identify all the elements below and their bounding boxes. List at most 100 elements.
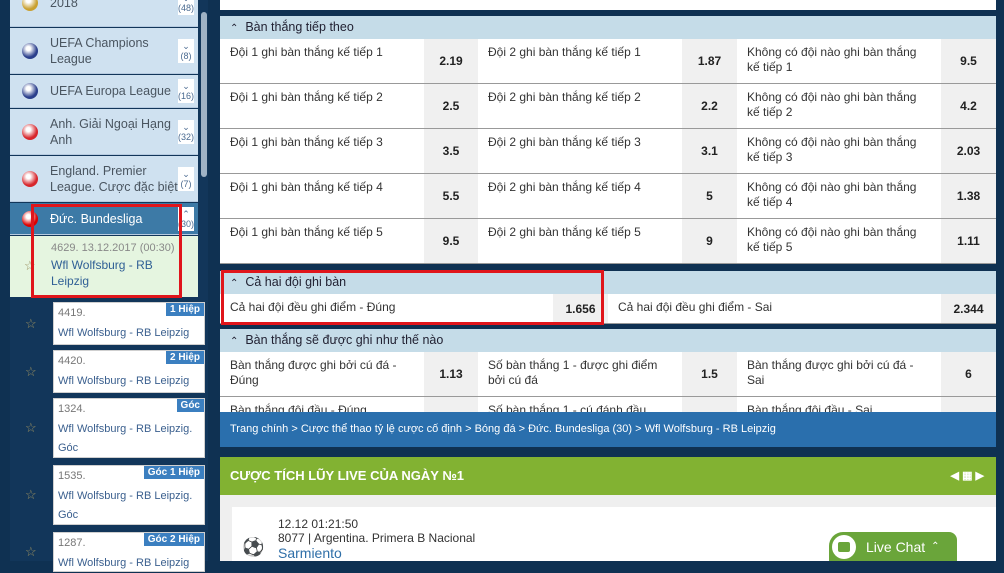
odds-button[interactable]: 1.5: [682, 352, 737, 396]
uefa-flag-icon: [22, 42, 38, 59]
sidebar-event-item[interactable]: Góc 1 Hiệp 1535. Wfl Wolfsburg - RB Leip…: [53, 465, 205, 525]
odds-button[interactable]: 2.19: [424, 39, 478, 83]
outcome-label[interactable]: Không có đội nào ghi bàn thắng kế tiếp 3: [747, 135, 917, 164]
sidebar-league-item[interactable]: Đức. Bundesliga ⌃ (30): [10, 203, 198, 235]
chevron-up-icon: ⌃: [230, 336, 239, 347]
odds-row: Đội 1 ghi bàn thắng kế tiếp 5 9.5 Đội 2 gh…: [220, 219, 996, 264]
sidebar-league-item[interactable]: Anh. Giải Ngoại Hạng Anh ⌄ (32): [10, 109, 198, 155]
odds-button[interactable]: 2.2: [682, 84, 737, 128]
odds-button[interactable]: 9.5: [941, 39, 996, 83]
chevron-down-icon: ⌄: [182, 121, 190, 132]
league-toggle[interactable]: ⌄ (7): [178, 166, 194, 191]
sidebar-event-item[interactable]: 1 Hiệp 4419. Wfl Wolfsburg - RB Leipzig: [53, 302, 205, 345]
outcome-label[interactable]: Đội 1 ghi bàn thắng kế tiếp 4: [230, 180, 383, 194]
league-name: Anh. Giải Ngoại Hạng Anh: [50, 116, 171, 147]
sidebar-event-item[interactable]: 2 Hiệp 4420. Wfl Wolfsburg - RB Leipzig: [53, 350, 205, 393]
odds-button[interactable]: 1.38: [941, 174, 996, 218]
event-league: 8077 | Argentina. Primera B Nacional: [278, 531, 476, 545]
sidebar-league-item[interactable]: UEFA Europa League ⌄ (16): [10, 75, 198, 108]
odds-button[interactable]: 5.5: [424, 174, 478, 218]
odds-button[interactable]: 9: [682, 219, 737, 263]
prev-arrow-icon[interactable]: ◀: [950, 470, 959, 482]
outcome-label[interactable]: Đội 2 ghi bàn thắng kế tiếp 1: [488, 45, 641, 59]
market-section-header[interactable]: ⌃ Bàn thắng tiếp theo: [220, 16, 996, 39]
live-accumulator-header: CƯỢC TÍCH LŨY LIVE CỦA NGÀY №1 ◀ ▦ ▶: [220, 457, 996, 495]
england-flag-icon: [22, 123, 38, 140]
highlight-box: [221, 270, 604, 325]
event-team[interactable]: Sarmiento: [278, 545, 342, 561]
outcome-label[interactable]: Cả hai đội đều ghi điểm - Đúng: [230, 300, 396, 314]
next-arrow-icon[interactable]: ▶: [975, 470, 984, 482]
odds-button[interactable]: 3.5: [424, 129, 478, 173]
odds-button[interactable]: 4.2: [941, 84, 996, 128]
germany-flag-icon: [22, 210, 38, 227]
favorite-star-icon[interactable]: ☆: [24, 258, 36, 273]
odds-button[interactable]: 2.5: [424, 84, 478, 128]
outcome-label[interactable]: Đội 1 ghi bàn thắng kế tiếp 3: [230, 135, 383, 149]
odds-button[interactable]: 2.344: [941, 294, 996, 323]
breadcrumb[interactable]: Trang chính > Cược thể thao tỷ lệ cược c…: [220, 412, 996, 447]
favorite-star-icon[interactable]: ☆: [25, 487, 37, 502]
outcome-label[interactable]: Không có đội nào ghi bàn thắng kế tiếp 4: [747, 180, 917, 209]
market-section-header[interactable]: ⌃ Bàn thắng sẽ được ghi như thế nào: [220, 329, 996, 352]
odds-button[interactable]: 3.1: [682, 129, 737, 173]
odds-button[interactable]: 1.13: [424, 352, 478, 396]
sidebar-league-item[interactable]: UEFA Champions League ⌄ (8): [10, 28, 198, 74]
odds-button[interactable]: 9.5: [424, 219, 478, 263]
event-time: 12.12 01:21:50: [278, 517, 359, 531]
live-chat-button[interactable]: Live Chat ⌃: [829, 532, 957, 561]
odds-button[interactable]: 1.656: [553, 294, 608, 323]
odds-button[interactable]: 1.11: [941, 219, 996, 263]
odds-row: Đội 1 ghi bàn thắng kế tiếp 1 2.19 Đội 2 g…: [220, 39, 996, 84]
live-chat-label: Live Chat: [866, 538, 926, 555]
event-meta: 4629. 13.12.2017 (00:30): [51, 242, 175, 254]
event-title: Wfl Wolfsburg - RB Leipzig. Góc: [58, 490, 193, 521]
odds-button[interactable]: 1.87: [682, 39, 737, 83]
outcome-label[interactable]: Đội 2 ghi bàn thắng kế tiếp 4: [488, 180, 641, 194]
event-tag: Góc: [176, 399, 204, 412]
outcome-label[interactable]: Không có đội nào ghi bàn thắng kế tiếp 1: [747, 45, 917, 74]
outcome-label[interactable]: Số bàn thắng 1 - được ghi điểm bởi cú đá: [488, 358, 658, 387]
calendar-icon[interactable]: ▦: [962, 470, 973, 482]
favorite-star-icon[interactable]: ☆: [25, 544, 37, 559]
odds-button[interactable]: 2.03: [941, 129, 996, 173]
outcome-label[interactable]: Bàn thắng được ghi bởi cú đá - Đúng: [230, 358, 397, 387]
sidebar-league-item[interactable]: 2018 ⌄(48): [10, 0, 198, 27]
partial-row: [220, 0, 996, 10]
event-title: Wfl Wolfsburg - RB Leipzig. Góc: [58, 423, 193, 454]
outcome-label[interactable]: Không có đội nào ghi bàn thắng kế tiếp 2: [747, 90, 917, 119]
outcome-label[interactable]: Không có đội nào ghi bàn thắng kế tiếp 5: [747, 225, 917, 254]
outcome-label[interactable]: Đội 2 ghi bàn thắng kế tiếp 3: [488, 135, 641, 149]
league-toggle[interactable]: ⌄ (32): [178, 119, 194, 144]
odds-row: Đội 1 ghi bàn thắng kế tiếp 3 3.5 Đội 2 gh…: [220, 129, 996, 174]
sidebar-event-item[interactable]: Góc 2 Hiệp 1287. Wfl Wolfsburg - RB Leip…: [53, 532, 205, 572]
outcome-label[interactable]: Đội 2 ghi bàn thắng kế tiếp 2: [488, 90, 641, 104]
league-toggle[interactable]: ⌄ (8): [178, 38, 194, 63]
market-section-header[interactable]: ⌃ Cả hai đội ghi bàn: [220, 271, 996, 294]
sidebar-league-item[interactable]: England. Premier League. Cược đặc biệt ⌄…: [10, 156, 198, 202]
sidebar-event-item[interactable]: Góc 1324. Wfl Wolfsburg - RB Leipzig. Gó…: [53, 398, 205, 458]
favorite-star-icon[interactable]: ☆: [25, 315, 37, 331]
uefa-flag-icon: [22, 83, 38, 99]
league-toggle[interactable]: ⌃ (30): [178, 206, 194, 231]
outcome-label[interactable]: Đội 1 ghi bàn thắng kế tiếp 1: [230, 45, 383, 59]
outcome-label[interactable]: Đội 1 ghi bàn thắng kế tiếp 2: [230, 90, 383, 104]
event-id: 1287.: [58, 537, 86, 549]
outcome-label[interactable]: Đội 1 ghi bàn thắng kế tiếp 5: [230, 225, 383, 239]
selected-event[interactable]: ☆ 4629. 13.12.2017 (00:30) Wfl Wolfsburg…: [10, 236, 198, 297]
league-toggle[interactable]: ⌄ (16): [178, 79, 194, 103]
league-name: Đức. Bundesliga: [50, 211, 143, 226]
nav-arrows[interactable]: ◀ ▦ ▶: [951, 457, 984, 495]
sidebar-scrollbar[interactable]: [201, 12, 207, 177]
odds-button[interactable]: 6: [941, 352, 996, 396]
outcome-label[interactable]: Đội 2 ghi bàn thắng kế tiếp 5: [488, 225, 641, 239]
soccer-ball-icon: ⚽: [242, 537, 265, 557]
outcome-label[interactable]: Bàn thắng được ghi bởi cú đá - Sai: [747, 358, 914, 387]
odds-button[interactable]: 5: [682, 174, 737, 218]
event-title: Wfl Wolfsburg - RB Leipzig: [58, 375, 190, 387]
favorite-star-icon[interactable]: ☆: [25, 363, 37, 379]
league-toggle[interactable]: ⌄(48): [178, 0, 194, 15]
event-title[interactable]: Wfl Wolfsburg - RB Leipzig: [51, 258, 153, 288]
outcome-label[interactable]: Cả hai đội đều ghi điểm - Sai: [618, 300, 773, 314]
favorite-star-icon[interactable]: ☆: [25, 420, 37, 435]
